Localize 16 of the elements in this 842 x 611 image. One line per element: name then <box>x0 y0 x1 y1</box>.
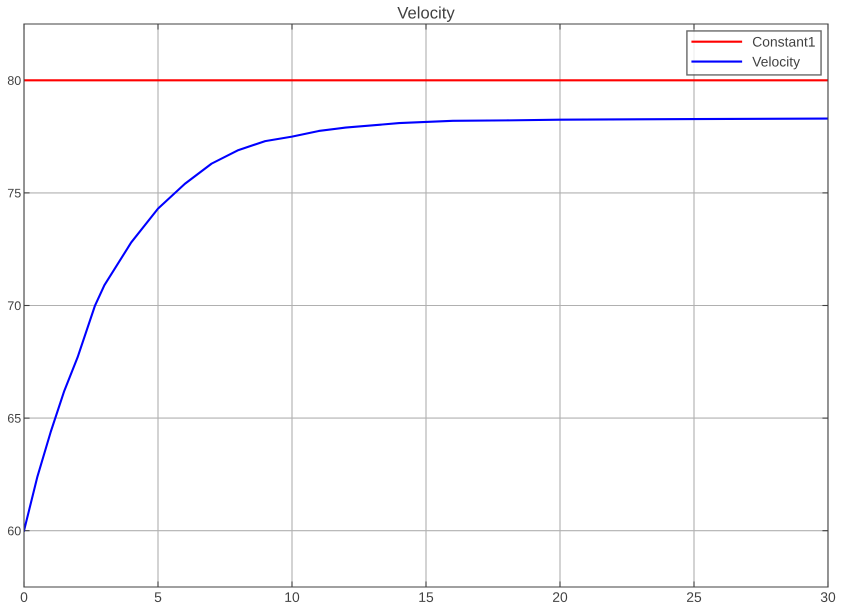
chart-title: Velocity <box>397 6 455 22</box>
y-tick-label: 65 <box>8 414 21 423</box>
y-tick-label: 80 <box>8 76 21 85</box>
y-tick-label: 70 <box>8 301 21 310</box>
x-tick-label: 20 <box>552 592 568 602</box>
y-tick-label: 60 <box>8 526 21 536</box>
line-series <box>24 118 828 532</box>
x-tick-label: 5 <box>154 592 162 602</box>
x-tick-label: 10 <box>285 592 300 602</box>
y-tick-label: 75 <box>8 188 21 198</box>
x-tick-label: 15 <box>419 592 434 602</box>
x-tick-label: 0 <box>20 592 28 602</box>
x-tick-label: 25 <box>686 592 702 602</box>
legend-label: Velocity <box>752 56 800 70</box>
x-tick-label: 30 <box>820 592 836 602</box>
legend-label: Constant1 <box>752 36 815 47</box>
